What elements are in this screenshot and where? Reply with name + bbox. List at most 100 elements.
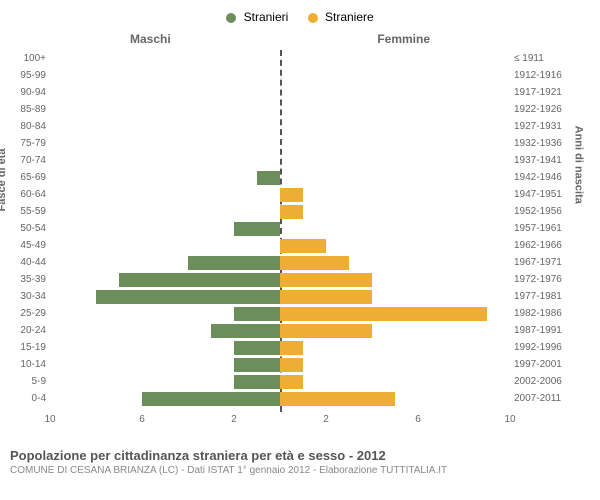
x-tick: 6 — [415, 414, 421, 425]
bar-area — [50, 239, 510, 253]
birth-label: 1937-1941 — [514, 155, 570, 166]
bar-area — [50, 171, 510, 185]
male-header: Maschi — [130, 32, 171, 46]
legend: Stranieri Straniere — [10, 10, 590, 24]
birth-axis-label: Anni di nascita — [572, 126, 584, 204]
birth-label: 1982-1986 — [514, 308, 570, 319]
pyramid-row: 10-141997-2001 — [50, 356, 510, 373]
female-bar — [280, 358, 303, 372]
pyramid-row: 20-241987-1991 — [50, 322, 510, 339]
female-bar — [280, 188, 303, 202]
pyramid-row: 65-691942-1946 — [50, 169, 510, 186]
pyramid-chart: Maschi Femmine Fasce di età Anni di nasc… — [10, 32, 570, 442]
birth-label: 1912-1916 — [514, 70, 570, 81]
legend-female-label: Straniere — [325, 10, 374, 24]
age-label: 40-44 — [10, 257, 46, 268]
age-label: 65-69 — [10, 172, 46, 183]
birth-label: 1967-1971 — [514, 257, 570, 268]
pyramid-row: 5-92002-2006 — [50, 373, 510, 390]
female-header: Femmine — [377, 32, 430, 46]
female-bar — [280, 341, 303, 355]
chart-title: Popolazione per cittadinanza straniera p… — [10, 448, 590, 463]
bar-area — [50, 154, 510, 168]
legend-male-label: Stranieri — [244, 10, 289, 24]
age-label: 45-49 — [10, 240, 46, 251]
bar-area — [50, 222, 510, 236]
bar-area — [50, 52, 510, 66]
bar-area — [50, 69, 510, 83]
age-label: 20-24 — [10, 325, 46, 336]
female-bar — [280, 290, 372, 304]
birth-label: 1962-1966 — [514, 240, 570, 251]
bar-area — [50, 324, 510, 338]
male-bar — [234, 222, 280, 236]
age-label: 15-19 — [10, 342, 46, 353]
bar-area — [50, 358, 510, 372]
male-bar — [119, 273, 280, 287]
birth-label: 1977-1981 — [514, 291, 570, 302]
age-label: 30-34 — [10, 291, 46, 302]
bar-area — [50, 205, 510, 219]
birth-label: 1922-1926 — [514, 104, 570, 115]
birth-label: 1972-1976 — [514, 274, 570, 285]
female-bar — [280, 239, 326, 253]
bar-area — [50, 188, 510, 202]
bar-area — [50, 290, 510, 304]
pyramid-row: 45-491962-1966 — [50, 237, 510, 254]
male-bar — [234, 307, 280, 321]
pyramid-row: 35-391972-1976 — [50, 271, 510, 288]
age-label: 90-94 — [10, 87, 46, 98]
birth-label: ≤ 1911 — [514, 53, 570, 64]
pyramid-row: 100+≤ 1911 — [50, 50, 510, 67]
birth-label: 1952-1956 — [514, 206, 570, 217]
female-bar — [280, 392, 395, 406]
age-axis-label: Fasce di età — [0, 149, 8, 212]
birth-label: 2007-2011 — [514, 393, 570, 404]
pyramid-row: 90-941917-1921 — [50, 84, 510, 101]
birth-label: 1992-1996 — [514, 342, 570, 353]
x-tick: 6 — [139, 414, 145, 425]
age-label: 55-59 — [10, 206, 46, 217]
birth-label: 1927-1931 — [514, 121, 570, 132]
legend-male: Stranieri — [226, 10, 288, 24]
pyramid-row: 70-741937-1941 — [50, 152, 510, 169]
bar-area — [50, 256, 510, 270]
legend-female: Straniere — [308, 10, 374, 24]
birth-label: 1917-1921 — [514, 87, 570, 98]
x-tick: 2 — [231, 414, 237, 425]
x-tick: 10 — [44, 414, 55, 425]
pyramid-row: 85-891922-1926 — [50, 101, 510, 118]
x-tick: 2 — [323, 414, 329, 425]
chart-subtitle: COMUNE DI CESANA BRIANZA (LC) - Dati IST… — [10, 465, 590, 476]
bar-area — [50, 86, 510, 100]
bar-area — [50, 120, 510, 134]
age-label: 25-29 — [10, 308, 46, 319]
female-bar — [280, 375, 303, 389]
bar-area — [50, 392, 510, 406]
bar-area — [50, 307, 510, 321]
age-label: 50-54 — [10, 223, 46, 234]
age-label: 5-9 — [10, 376, 46, 387]
male-bar — [234, 341, 280, 355]
birth-label: 1932-1936 — [514, 138, 570, 149]
female-bar — [280, 324, 372, 338]
pyramid-row: 50-541957-1961 — [50, 220, 510, 237]
x-tick: 10 — [504, 414, 515, 425]
age-label: 95-99 — [10, 70, 46, 81]
male-bar — [142, 392, 280, 406]
birth-label: 1997-2001 — [514, 359, 570, 370]
pyramid-row: 30-341977-1981 — [50, 288, 510, 305]
pyramid-row: 40-441967-1971 — [50, 254, 510, 271]
female-bar — [280, 256, 349, 270]
pyramid-row: 15-191992-1996 — [50, 339, 510, 356]
male-bar — [188, 256, 280, 270]
male-bar — [96, 290, 280, 304]
age-label: 85-89 — [10, 104, 46, 115]
birth-label: 1947-1951 — [514, 189, 570, 200]
female-bar — [280, 205, 303, 219]
birth-label: 1942-1946 — [514, 172, 570, 183]
pyramid-row: 0-42007-2011 — [50, 390, 510, 407]
pyramid-row: 60-641947-1951 — [50, 186, 510, 203]
male-bar — [257, 171, 280, 185]
age-label: 35-39 — [10, 274, 46, 285]
